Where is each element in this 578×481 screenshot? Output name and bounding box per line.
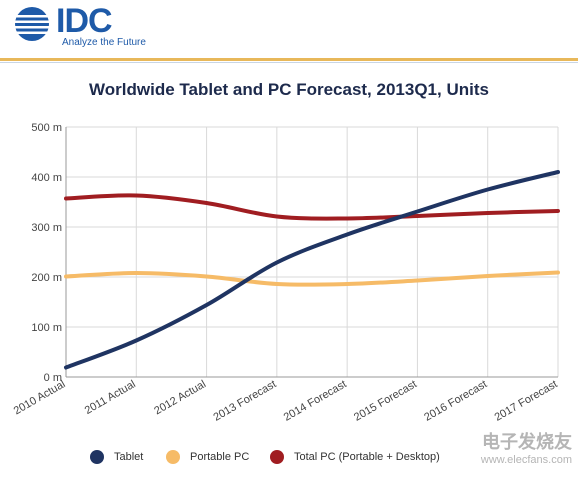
watermark-url: www.elecfans.com [480, 454, 572, 466]
chart-title: Worldwide Tablet and PC Forecast, 2013Q1… [89, 80, 489, 99]
x-tick-label: 2012 Actual [152, 378, 208, 417]
chart-legend: Tablet Portable PC Total PC (Portable + … [0, 450, 578, 472]
idc-logo-text: IDC [56, 2, 113, 40]
header-divider-thin [0, 62, 578, 63]
x-tick-label: 2017 Forecast [493, 378, 560, 424]
idc-globe-icon [15, 7, 49, 41]
x-tick-label: 2013 Forecast [211, 378, 278, 424]
series-line-total-pc [64, 193, 560, 221]
watermark: 电子发烧友 www.elecfans.com [481, 428, 572, 466]
y-tick-label: 300 m [31, 222, 62, 234]
legend-label-total-pc: Total PC (Portable + Desktop) [294, 451, 440, 463]
legend-label-portable-pc: Portable PC [190, 451, 250, 463]
x-tick-label: 2016 Forecast [422, 378, 489, 424]
idc-tagline: Analyze the Future [62, 37, 146, 48]
legend-marker-tablet [90, 450, 104, 464]
series-line-tablet [64, 170, 560, 370]
y-tick-label: 500 m [31, 122, 62, 134]
x-tick-label: 2014 Forecast [282, 378, 349, 424]
legend-marker-portable-pc [166, 450, 180, 464]
watermark-main: 电子发烧友 [482, 432, 572, 453]
legend-item-tablet: Tablet [90, 450, 143, 464]
y-tick-label: 0 m [44, 372, 62, 384]
header-divider [0, 58, 578, 61]
series-layer [64, 170, 560, 370]
x-tick-label: 2010 Actual [12, 378, 68, 417]
legend-marker-total-pc [270, 450, 284, 464]
y-tick-label: 200 m [31, 272, 62, 284]
y-tick-label: 400 m [31, 172, 62, 184]
legend-label-tablet: Tablet [114, 451, 144, 463]
x-tick-label: 2011 Actual [83, 378, 138, 417]
y-tick-label: 100 m [31, 322, 62, 334]
legend-item-total-pc: Total PC (Portable + Desktop) [270, 450, 440, 464]
idc-header: IDC Analyze the Future [0, 0, 578, 60]
legend-item-portable-pc: Portable PC [166, 450, 249, 464]
x-tick-label: 2015 Forecast [352, 378, 419, 424]
series-line-portable-pc [64, 270, 560, 287]
